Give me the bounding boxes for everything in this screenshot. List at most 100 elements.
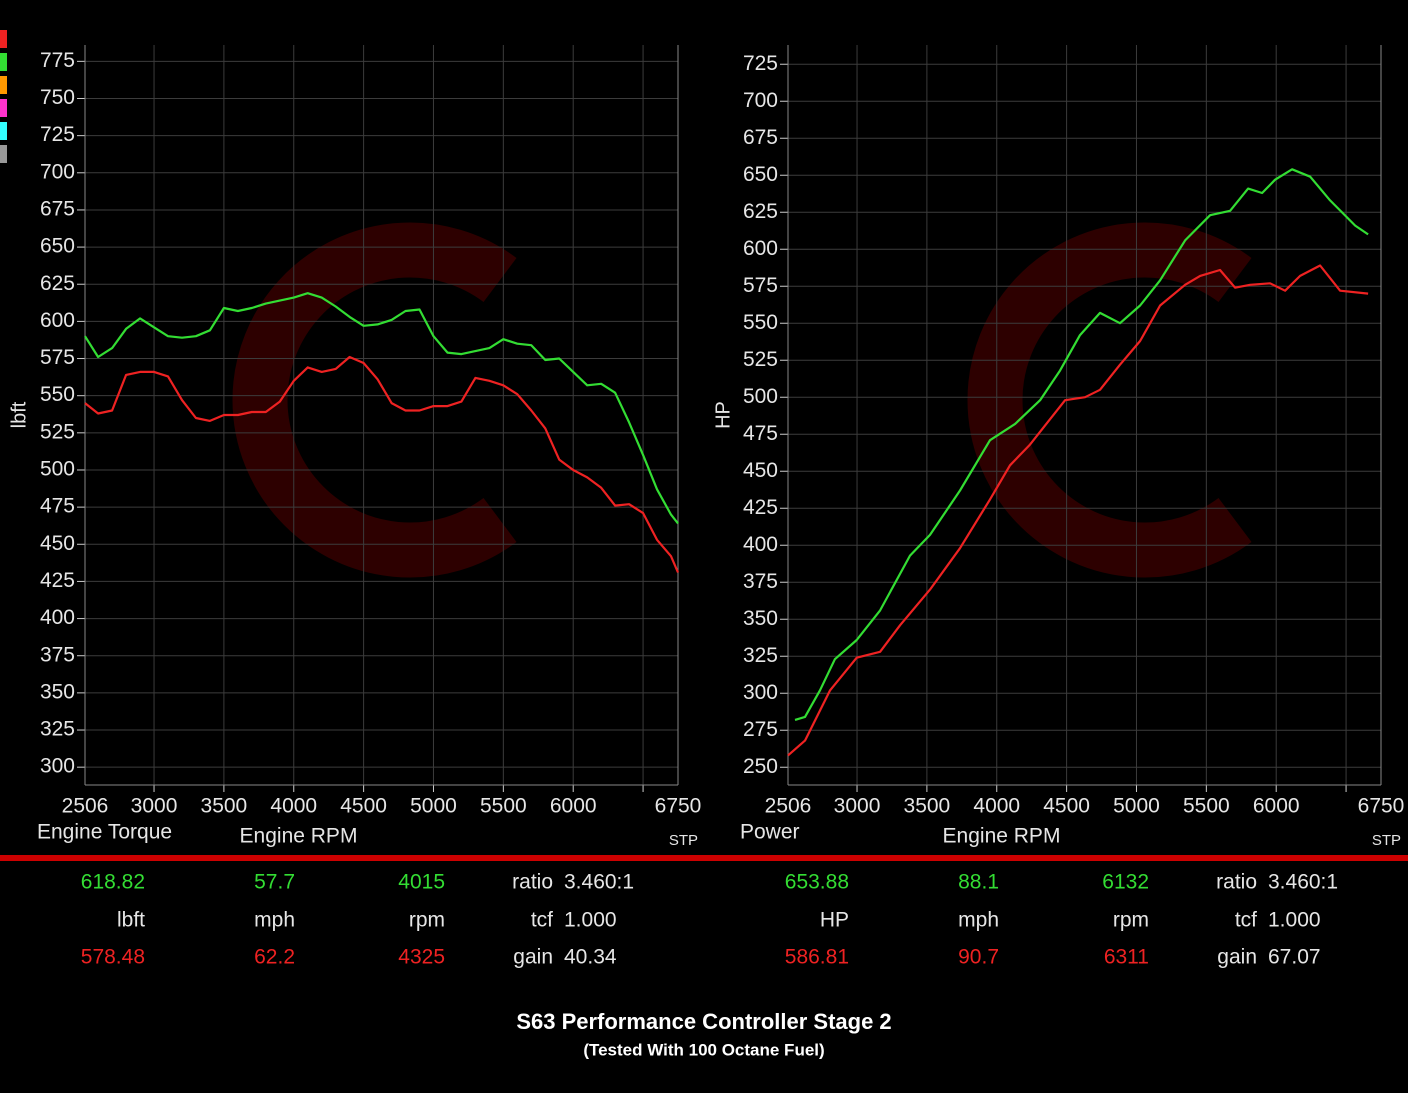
y-tick-label: 725 <box>743 52 778 75</box>
chip <box>0 76 7 94</box>
y-tick-label: 525 <box>743 348 778 371</box>
readout-value: 653.88 <box>785 871 849 894</box>
readout-value: 4325 <box>398 946 445 969</box>
x-tick-label: 3000 <box>131 795 178 818</box>
param-value: 1.000 <box>564 909 617 932</box>
y-tick-label: 425 <box>40 569 75 592</box>
chip <box>0 145 7 163</box>
note: STP <box>1372 832 1401 849</box>
y-tick-label: 475 <box>743 422 778 445</box>
x-tick-label: 5500 <box>480 795 527 818</box>
readout-value: 618.82 <box>81 871 145 894</box>
x-tick-label: 4500 <box>1043 795 1090 818</box>
x-tick-label: 4000 <box>973 795 1020 818</box>
y-tick-label: 400 <box>743 533 778 556</box>
y-tick-label: 300 <box>40 755 75 778</box>
watermark-c <box>967 222 1252 578</box>
y-tick-label: 650 <box>743 163 778 186</box>
x-tick-label: 3500 <box>201 795 248 818</box>
x-tick-label: 5000 <box>1113 795 1160 818</box>
y-tick-label: 700 <box>743 89 778 112</box>
readout-value: mph <box>254 909 295 932</box>
param-label: gain <box>1217 946 1257 969</box>
color-chips <box>0 30 7 163</box>
param-value: 3.460:1 <box>1268 871 1338 894</box>
y-tick-label: 450 <box>743 459 778 482</box>
y-axis-label: lbft <box>8 401 30 428</box>
y-tick-label: 425 <box>743 496 778 519</box>
param-label: gain <box>513 946 553 969</box>
x-tick-label: 5500 <box>1183 795 1230 818</box>
readout-value: 4015 <box>398 871 445 894</box>
readout-value: 88.1 <box>958 871 999 894</box>
y-tick-label: 475 <box>40 495 75 518</box>
y-tick-label: 600 <box>743 237 778 260</box>
readout-value: rpm <box>409 909 445 932</box>
x-tick-label: 2506 <box>765 795 812 818</box>
y-tick-label: 725 <box>40 123 75 146</box>
y-tick-label: 625 <box>743 200 778 223</box>
readout-value: HP <box>820 909 849 932</box>
param-label: ratio <box>512 871 553 894</box>
x-tick-label: 2506 <box>62 795 109 818</box>
param-value: 67.07 <box>1268 946 1321 969</box>
series-line <box>787 264 1369 757</box>
note: STP <box>669 832 698 849</box>
chart-title: Power <box>740 821 800 844</box>
y-tick-label: 525 <box>40 420 75 443</box>
y-tick-label: 550 <box>743 311 778 334</box>
readout-value: 90.7 <box>958 946 999 969</box>
param-label: tcf <box>1235 909 1257 932</box>
y-tick-label: 350 <box>743 607 778 630</box>
x-tick-label: 3500 <box>904 795 951 818</box>
param-value: 40.34 <box>564 946 617 969</box>
y-tick-label: 750 <box>40 86 75 109</box>
y-tick-label: 775 <box>40 49 75 72</box>
footer-subtitle: (Tested With 100 Octane Fuel) <box>583 1040 824 1059</box>
y-tick-label: 350 <box>40 680 75 703</box>
y-tick-label: 625 <box>40 272 75 295</box>
y-tick-label: 550 <box>40 383 75 406</box>
watermark-c <box>232 222 517 578</box>
readout-value: lbft <box>117 909 145 932</box>
y-tick-label: 325 <box>743 644 778 667</box>
y-tick-label: 325 <box>40 718 75 741</box>
y-tick-label: 300 <box>743 681 778 704</box>
y-tick-label: 600 <box>40 309 75 332</box>
chip <box>0 122 7 140</box>
y-axis-label: HP <box>712 401 734 429</box>
x-axis-label: Engine RPM <box>240 825 358 848</box>
readout-value: 62.2 <box>254 946 295 969</box>
y-tick-label: 375 <box>40 643 75 666</box>
readout-value: 6311 <box>1104 946 1149 969</box>
y-tick-label: 450 <box>40 532 75 555</box>
chip <box>0 99 7 117</box>
readout-value: mph <box>958 909 999 932</box>
series-line <box>84 292 679 525</box>
series-line <box>84 355 680 573</box>
readout-value: 57.7 <box>254 871 295 894</box>
chip <box>0 53 7 71</box>
series-line <box>794 168 1369 721</box>
y-tick-label: 500 <box>40 458 75 481</box>
x-axis-label: Engine RPM <box>943 825 1061 848</box>
x-tick-label: 4500 <box>340 795 387 818</box>
y-tick-label: 675 <box>40 197 75 220</box>
readout-value: 586.81 <box>785 946 849 969</box>
y-tick-label: 650 <box>40 235 75 258</box>
separator <box>0 855 1408 861</box>
y-tick-label: 575 <box>40 346 75 369</box>
x-tick-label: 6750 <box>1358 795 1405 818</box>
y-tick-label: 275 <box>743 718 778 741</box>
y-tick-label: 675 <box>743 126 778 149</box>
y-tick-label: 575 <box>743 274 778 297</box>
chip <box>0 30 7 48</box>
y-tick-label: 500 <box>743 385 778 408</box>
chart-title: Engine Torque <box>37 821 172 844</box>
watermark <box>232 222 1252 578</box>
x-tick-label: 6750 <box>655 795 702 818</box>
y-tick-label: 375 <box>743 570 778 593</box>
param-value: 3.460:1 <box>564 871 634 894</box>
